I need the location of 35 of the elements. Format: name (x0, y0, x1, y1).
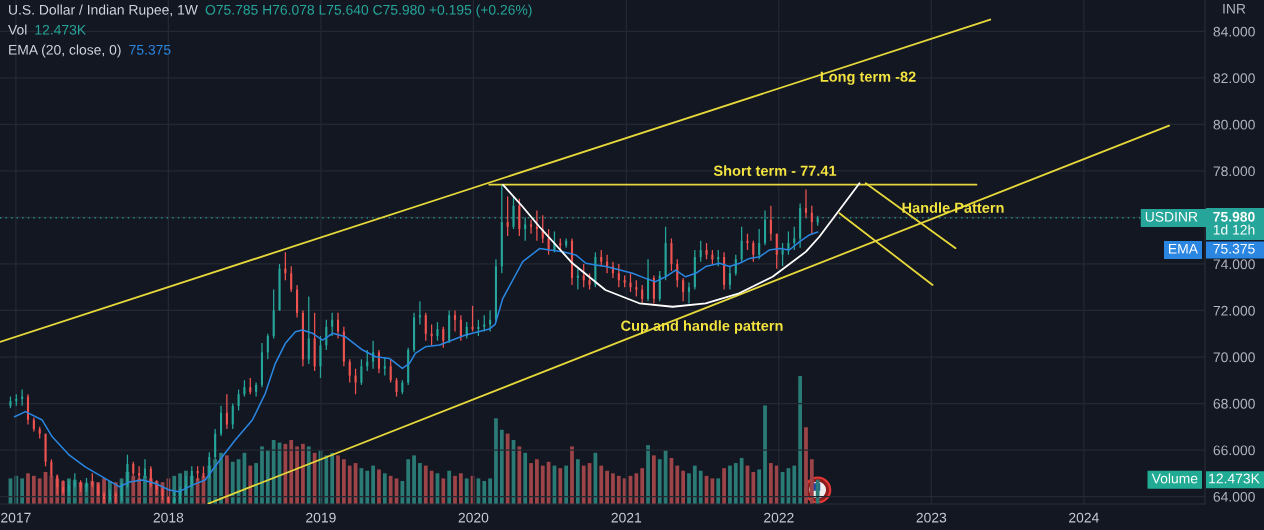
y-tick-label: 66.000 (1213, 445, 1255, 456)
chart-title: Vol (8, 24, 27, 35)
legend-label: EMA (1169, 243, 1198, 254)
x-tick-label: 2023 (916, 512, 947, 523)
x-tick-label: 2018 (153, 512, 184, 523)
x-tick-label: 2020 (458, 512, 489, 523)
annotation: EMA (20, close, 0) (9, 44, 121, 58)
text: Volume (1151, 473, 1198, 484)
y-tick-label: 68.000 (1213, 398, 1255, 409)
y-tick-label: 78.000 (1213, 166, 1255, 177)
x-tick-label: 2024 (1069, 512, 1099, 523)
chart-title: U.S. Dollar / Indian Rupee, 1W (9, 4, 198, 18)
annotation: 75.375 (129, 44, 171, 55)
text: 1d 12h (1213, 224, 1255, 235)
y-tick-label: 82.000 (1213, 73, 1255, 84)
x-tick-label: 2017 (1, 512, 31, 523)
y-tick-label: 84.000 (1213, 26, 1255, 37)
annotation: Handle Pattern (902, 202, 1004, 213)
x-tick-label: 2019 (306, 512, 336, 523)
text: USDINR (1145, 211, 1198, 222)
ref-line-label: 75.980 (1213, 211, 1255, 222)
text: 75.375 (1213, 243, 1255, 254)
y-tick-label: 72.000 (1213, 305, 1255, 316)
x-tick-label: 2022 (764, 512, 794, 523)
annotation: Short term - 77.41 (713, 165, 837, 176)
y-tick-label: 74.000 (1213, 259, 1255, 270)
text: 12.473K (35, 24, 86, 35)
chart-subtitle: O75.785 H76.078 L75.640 C75.980 +0.195 (+0.26%) (205, 4, 532, 18)
y-tick-label: 64.000 (1213, 491, 1255, 502)
y-tick-label: 80.000 (1213, 119, 1255, 130)
annotation: Long term -82 (820, 71, 916, 85)
y-axis-title: INR (1223, 4, 1246, 14)
text: 12.473K (1209, 473, 1260, 484)
x-tick-label: 2021 (611, 512, 642, 523)
y-tick-label: 70.000 (1213, 352, 1255, 363)
